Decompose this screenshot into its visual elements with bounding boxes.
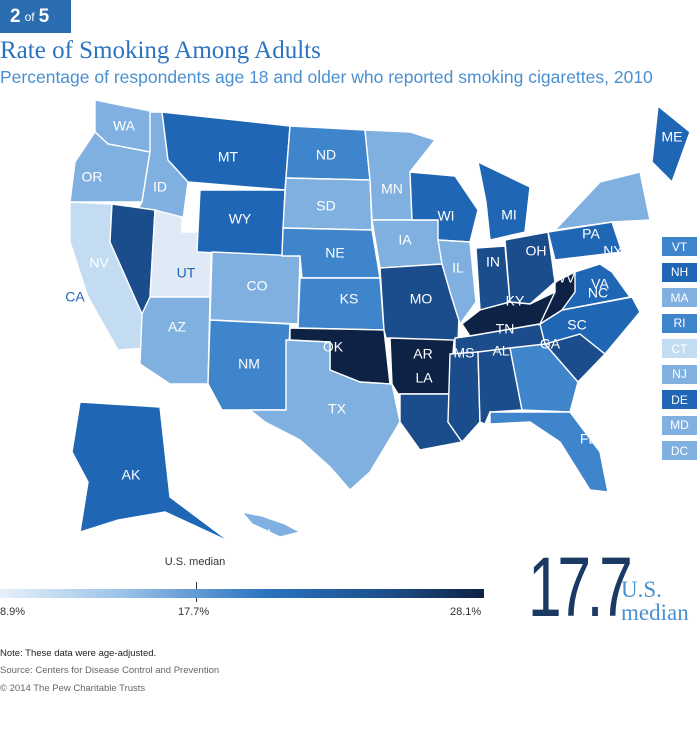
state-ny (553, 171, 651, 231)
state-label-mn: MN (381, 181, 403, 197)
state-nc (539, 296, 641, 355)
state-label-al: AL (492, 343, 509, 359)
small-state-ct: CT (662, 339, 697, 358)
state-label-va: VA (591, 276, 609, 292)
state-label-id: ID (153, 179, 167, 195)
state-label-in: IN (486, 254, 500, 270)
state-label-wa: WA (113, 118, 136, 134)
slide-total: 5 (38, 5, 50, 27)
state-label-ok: OK (323, 339, 344, 355)
legend-max-value: 28.1% (450, 606, 482, 618)
state-label-nc: NC (588, 285, 608, 301)
state-label-oh: OH (526, 243, 547, 259)
state-label-co: CO (247, 278, 268, 294)
us-choropleth-map: WA OR CA ID NV UT AZ MT WY CO NM ND SD NE KS OK TX MN IA MO… (65, 99, 691, 543)
legend-median-value: 17.7% (178, 606, 210, 618)
state-az (139, 296, 211, 385)
state-label-or: OR (82, 169, 103, 185)
state-label-sc: SC (567, 317, 586, 333)
headline-median-value: 17.7 (528, 540, 633, 634)
state-il (437, 239, 477, 326)
state-label-nm: NM (238, 356, 260, 372)
state-me (651, 104, 691, 184)
map-title: Rate of Smoking Among Adults (0, 37, 321, 64)
small-state-de: DE (662, 390, 697, 409)
state-label-fl: FL (580, 431, 597, 447)
slide-counter-badge: 2 of 5 (0, 0, 71, 33)
state-label-mi: MI (501, 207, 517, 223)
small-states-legend: VT NH MA RI CT NJ DE MD DC (662, 237, 697, 467)
small-state-nh: NH (662, 262, 697, 282)
legend-color-ramp (0, 589, 484, 598)
state-fl (489, 411, 609, 493)
small-state-md: MD (662, 415, 697, 435)
state-label-tn: TN (496, 321, 515, 337)
state-label-ms: MS (454, 345, 475, 361)
state-ms (447, 351, 481, 444)
copyright-notice: © 2014 The Pew Charitable Trusts (0, 683, 146, 694)
state-mi (477, 160, 531, 241)
small-state-nj: NJ (662, 364, 697, 384)
slide-current: 2 (10, 5, 21, 27)
state-label-me: ME (662, 129, 683, 145)
state-hi (240, 510, 302, 538)
small-state-dc: DC (662, 441, 697, 460)
state-label-ne: NE (325, 245, 344, 261)
state-label-hi: HI (257, 526, 271, 542)
state-label-il: IL (452, 260, 464, 276)
state-label-ca: CA (65, 289, 85, 305)
slide-of-label: of (24, 9, 35, 24)
state-ga (509, 343, 579, 413)
map-subtitle: Percentage of respondents age 18 and old… (0, 67, 653, 87)
state-label-mo: MO (410, 291, 433, 307)
state-label-az: AZ (168, 319, 186, 335)
small-state-ri: RI (662, 313, 697, 333)
state-mt (161, 111, 291, 191)
state-wv (538, 270, 576, 326)
state-label-ak: AK (122, 467, 141, 483)
state-label-ks: KS (340, 291, 359, 307)
state-tx (248, 339, 401, 491)
footnote: Note: These data were age-adjusted. (0, 648, 157, 659)
headline-label-line1: U.S. (621, 577, 662, 602)
state-label-ky: KY (506, 293, 525, 309)
legend-min-value: 8.9% (0, 606, 26, 618)
state-label-wv: WV (553, 270, 576, 286)
state-label-ar: AR (413, 346, 432, 362)
state-label-tx: TX (328, 401, 347, 417)
headline-median-label: U.S. median (621, 578, 689, 624)
state-label-mt: MT (218, 149, 239, 165)
state-ak (71, 401, 231, 543)
headline-label-line2: median (621, 600, 689, 625)
state-label-wy: WY (229, 211, 252, 227)
state-label-wi: WI (437, 208, 454, 224)
state-label-nv: NV (89, 255, 109, 271)
state-label-sd: SD (316, 198, 335, 214)
state-label-la: LA (415, 370, 433, 386)
state-label-ga: GA (540, 336, 561, 352)
state-label-ut: UT (177, 265, 196, 281)
state-label-nd: ND (316, 147, 336, 163)
source-credit: Source: Centers for Disease Control and … (0, 665, 220, 676)
state-oh (504, 231, 556, 305)
state-label-ny: NY (603, 243, 623, 259)
state-label-pa: PA (582, 226, 600, 242)
small-state-ma: MA (662, 288, 697, 307)
legend-median-caption: U.S. median (164, 556, 226, 568)
small-state-vt: VT (662, 237, 697, 256)
state-label-ia: IA (398, 232, 412, 248)
